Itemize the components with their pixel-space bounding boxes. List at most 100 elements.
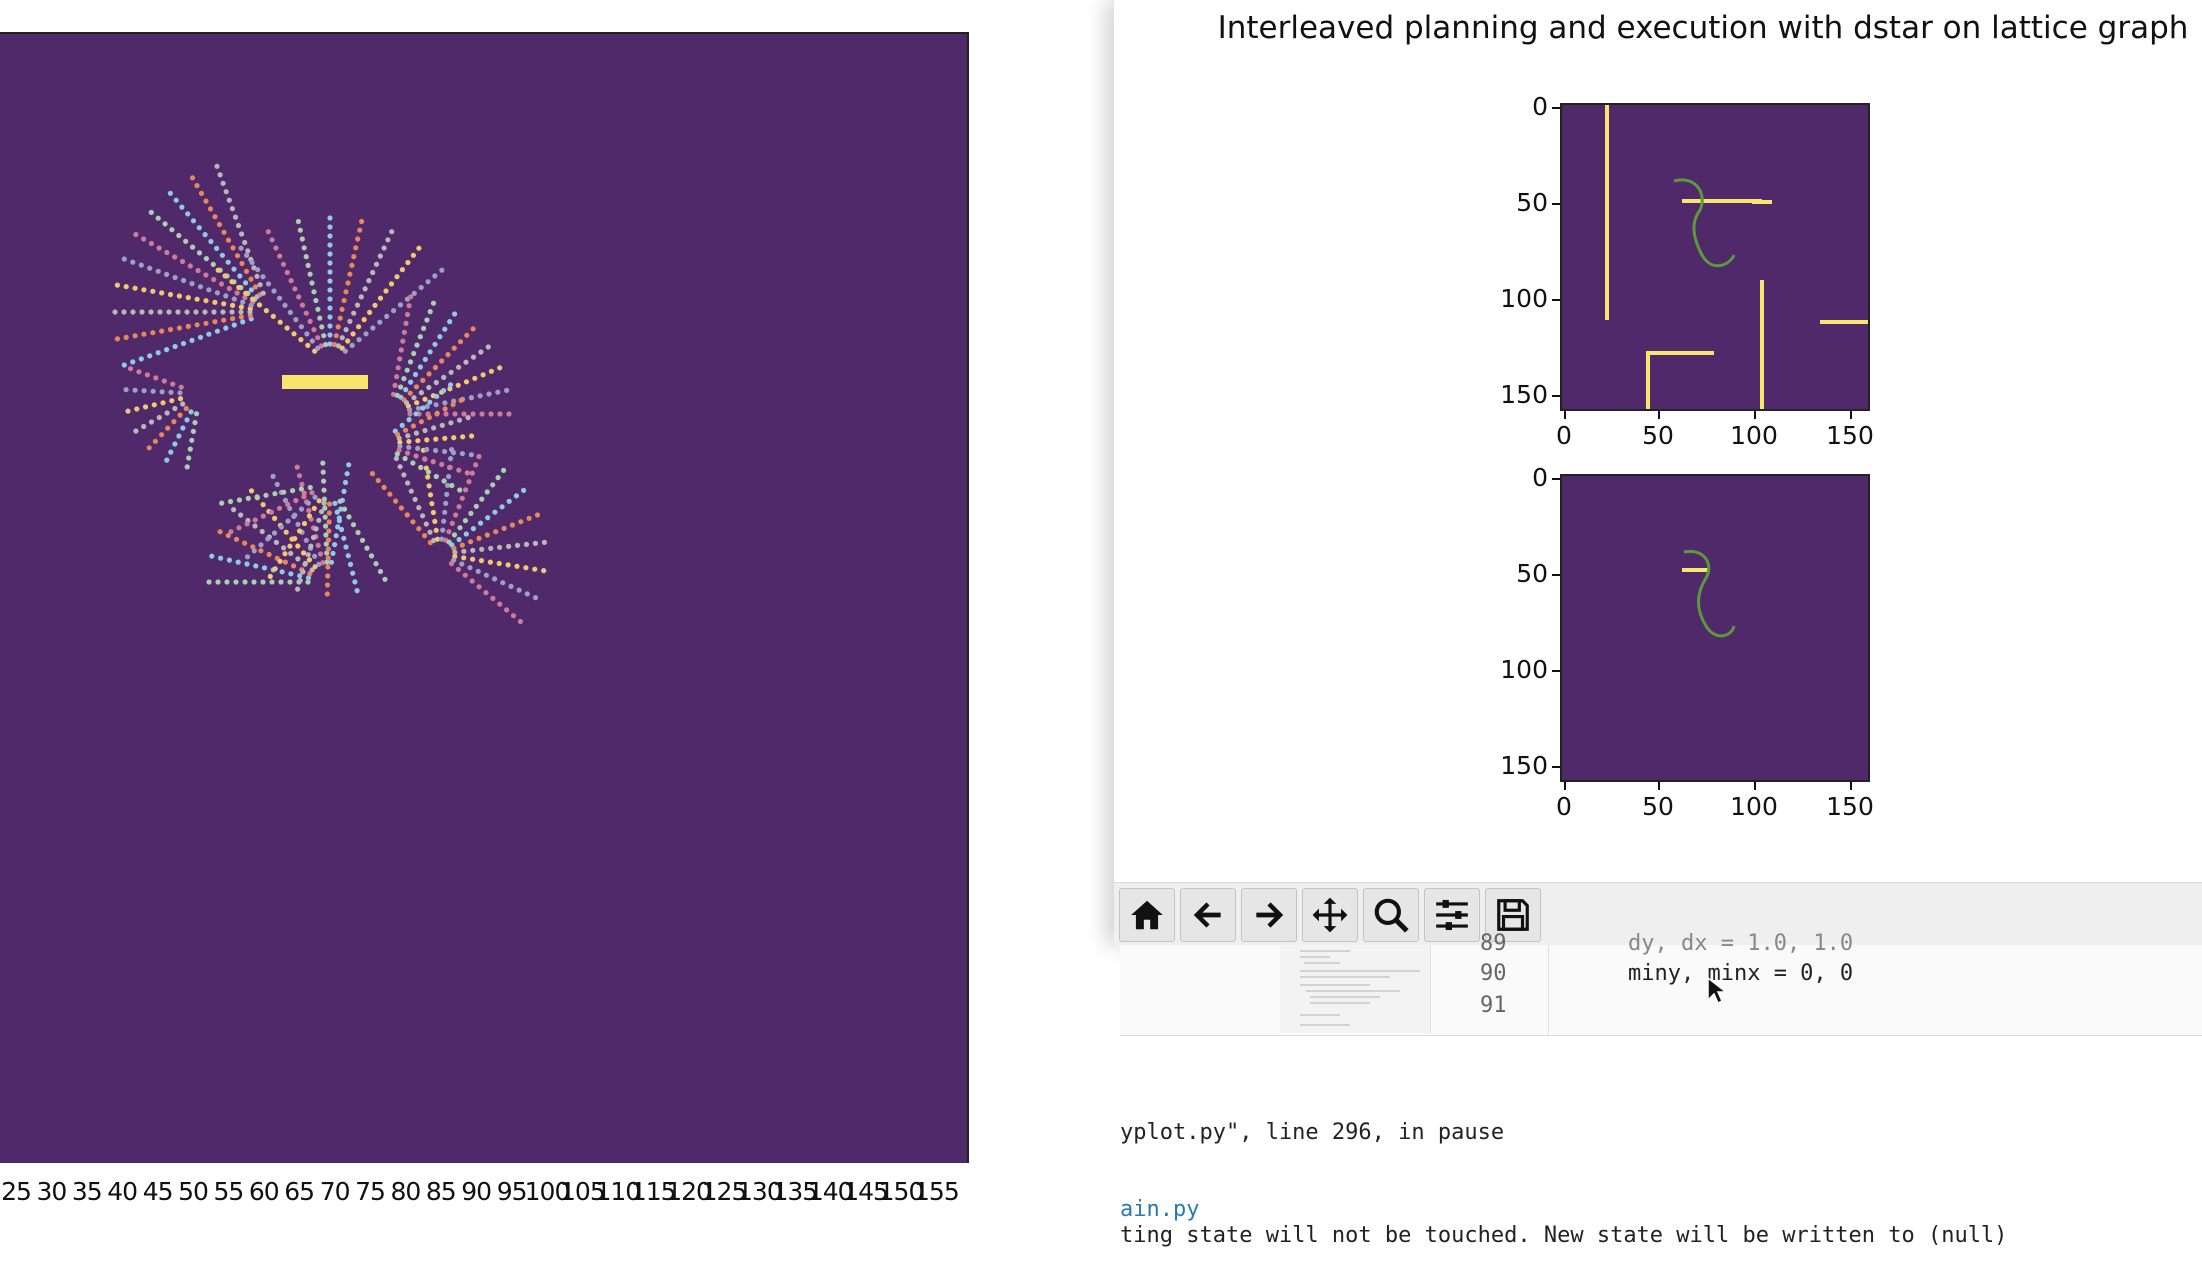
line-number-gutter: 89 90 91 [1428,931,1549,1035]
forward-button[interactable] [1241,888,1297,942]
lattice-node [431,425,437,431]
lattice-node [443,500,449,506]
lattice-node [385,237,391,243]
lattice-node [242,294,248,301]
lattice-node [206,579,212,585]
lattice-node [442,509,448,515]
lattice-node [194,322,200,328]
lattice-node [198,190,205,196]
lattice-node [223,189,229,195]
lattice-node [403,387,409,393]
lattice-node [326,501,333,507]
lattice-node [197,284,204,290]
lattice-node [336,518,342,524]
x-tick-mark [1850,411,1852,419]
lattice-node [136,369,142,375]
lattice-node [375,477,381,484]
lattice-node [301,494,307,500]
lattice-node [411,395,417,401]
lattice-node [202,309,208,315]
lattice-node [319,324,325,330]
x-tick-mark [1658,411,1660,419]
editor-minimap[interactable] [1280,945,1431,1033]
lattice-node [416,526,422,532]
lattice-node [283,529,289,535]
lattice-node [195,267,201,274]
lattice-node [518,519,524,525]
search-icon [1374,898,1409,933]
pan-button[interactable] [1302,888,1358,942]
lattice-node [339,526,345,533]
lattice-node [327,251,333,257]
lattice-node [468,452,474,458]
local-map-canvas [1682,549,1736,638]
lattice-node [420,405,426,411]
x-tick-label: 55 [213,1177,244,1206]
y-tick-label: 100 [1500,284,1548,313]
lattice-node [168,389,174,395]
lattice-node [442,435,448,441]
lattice-node [415,405,421,411]
lattice-node [152,438,158,444]
lattice-node [457,487,463,493]
lattice-node [354,588,360,594]
lattice-node [451,545,457,551]
lattice-node [422,456,428,462]
lattice-node [290,488,296,494]
lattice-node [184,417,190,423]
terminal-output[interactable]: yplot.py", line 296, in pause ain.py tin… [1120,1036,2202,1264]
x-tick-label: 50 [1642,421,1674,450]
lattice-node [541,568,547,574]
lattice-node [287,505,293,511]
lattice-node [410,519,416,525]
lattice-node [138,262,144,268]
lattice-node [413,411,419,417]
global-map-subplot[interactable] [1560,103,1870,411]
lattice-node [224,579,230,585]
terminal-file-link[interactable]: ain.py [1120,1197,1200,1222]
lattice-node [341,506,348,512]
terminal-line: yplot.py", line 296, in pause [1120,1120,1505,1145]
obstacle-wall [1752,200,1772,204]
lattice-node [312,494,318,500]
lattice-node [455,566,461,573]
lattice-node [459,561,465,567]
lattice-node [442,448,448,455]
lattice-node [263,308,269,314]
x-tick-label: 85 [425,1177,457,1206]
lattice-node [501,467,507,473]
local-map-subplot[interactable] [1560,474,1870,782]
configure-subplots-button[interactable] [1424,888,1480,942]
lattice-node [188,409,194,415]
lattice-node [281,545,287,551]
lattice-node [295,543,301,549]
lattice-node [381,245,387,251]
lattice-node [214,245,220,251]
lattice-node [404,512,410,518]
zoom-button[interactable] [1363,888,1419,942]
back-button[interactable] [1180,888,1236,942]
lattice-node [321,496,327,502]
home-button[interactable] [1119,888,1175,942]
lattice-node [270,313,276,319]
lattice-node [424,446,430,453]
lattice-node [407,407,413,413]
lattice-node [411,350,417,357]
lattice-node [157,309,163,315]
lattice-node [229,309,235,315]
lattice-node [430,509,436,516]
lattice-node [324,591,330,597]
code-line[interactable]: miny, minx = 0, 0 [1628,961,1854,986]
lattice-node [231,266,237,272]
lattice-node [326,510,332,516]
lattice-node [355,236,361,242]
lattice-node [121,309,127,315]
code-line[interactable]: dy, dx = 1.0, 1.0 [1628,931,1854,956]
lattice-node [228,529,234,535]
lattice-node [488,368,494,374]
lattice-node [467,565,473,571]
lattice-node [343,327,349,333]
save-button[interactable] [1485,888,1541,942]
obstacle-wall [1646,351,1650,409]
lattice-node [148,309,154,315]
